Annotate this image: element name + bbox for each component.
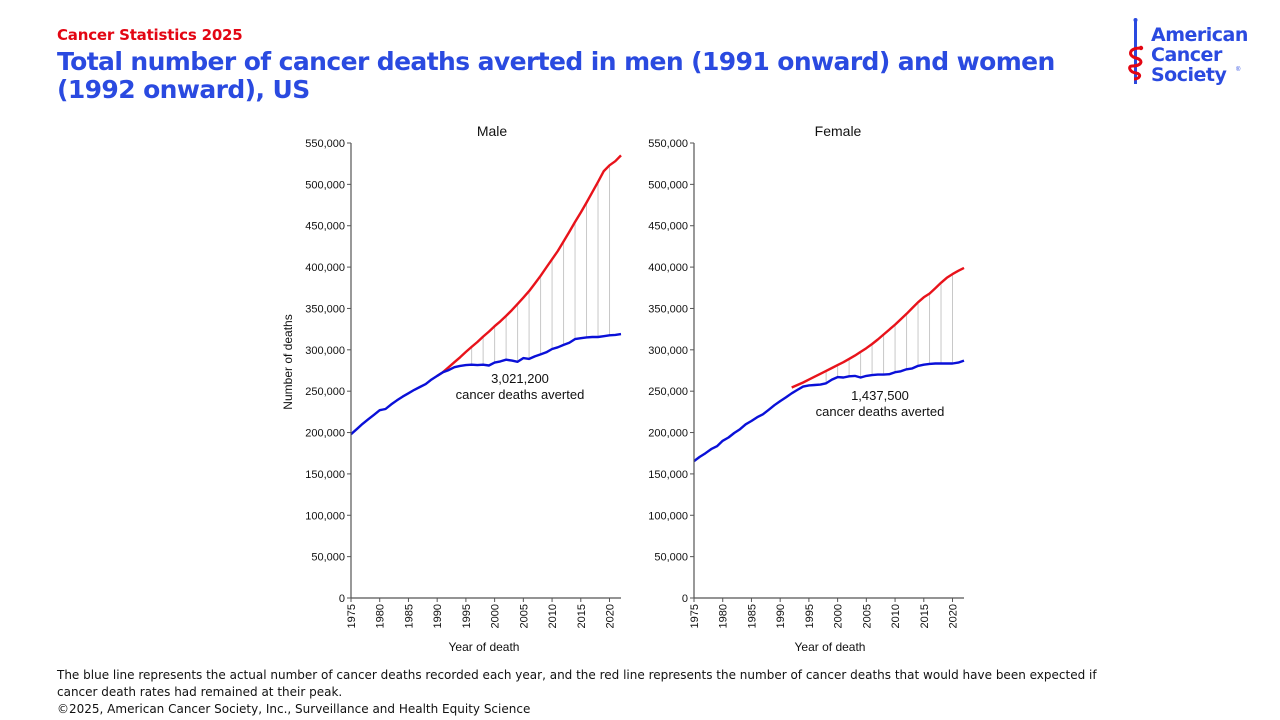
female-chart-title: Female [815, 123, 862, 139]
male-chart: Male 0 50,000 100,000 150,000 200,000 250,000… [281, 123, 622, 654]
logo-line-3: Society [1151, 64, 1227, 86]
female-x-tick-label: 2000 [833, 604, 845, 628]
logo-wordmark: American Cancer Society [1151, 25, 1248, 85]
male-y-tick-label: 250,000 [305, 386, 345, 398]
female-y-tick-label: 450,000 [648, 221, 688, 233]
male-x-tick-label: 2010 [547, 604, 559, 628]
male-chart-title: Male [477, 123, 508, 139]
male-expected-deaths-line [436, 154, 622, 377]
female-averted-value: 1,437,500 [851, 388, 909, 403]
female-y-tick-label: 50,000 [654, 552, 688, 564]
male-x-tick-label: 1995 [461, 604, 473, 628]
male-x-tick-label: 2000 [490, 604, 502, 628]
female-axes: 0 50,000 100,000 150,000 200,000 250,000 300,0… [648, 138, 964, 628]
male-x-tick-label: 1975 [346, 604, 358, 628]
female-droplines [825, 274, 954, 384]
male-y-tick-label: 150,000 [305, 469, 345, 481]
female-expected-deaths-line [791, 266, 965, 389]
male-averted-value: 3,021,200 [491, 371, 549, 386]
female-x-tick-label: 2020 [948, 604, 960, 628]
female-x-tick-label: 1990 [775, 604, 787, 628]
footer: The blue line represents the actual numb… [57, 667, 1127, 718]
female-x-tick-label: 1985 [746, 604, 758, 628]
female-y-tick-label: 500,000 [648, 179, 688, 191]
male-actual-deaths-line [350, 332, 622, 436]
female-y-tick-label: 250,000 [648, 386, 688, 398]
male-x-axis-label: Year of death [449, 640, 520, 654]
female-y-tick-label: 150,000 [648, 469, 688, 481]
female-x-tick-label: 1980 [718, 604, 730, 628]
footer-note: The blue line represents the actual numb… [57, 668, 1097, 699]
male-y-tick-label: 50,000 [311, 552, 345, 564]
female-x-tick-label: 2015 [919, 604, 931, 628]
male-x-tick-label: 2020 [605, 604, 617, 628]
female-y-tick-label: 300,000 [648, 345, 688, 357]
male-y-tick-label: 450,000 [305, 221, 345, 233]
female-y-tick-label: 350,000 [648, 303, 688, 315]
male-x-tick-label: 1980 [375, 604, 387, 628]
female-y-tick-label: 400,000 [648, 262, 688, 274]
male-x-tick-label: 2015 [576, 604, 588, 628]
male-y-tick-label: 100,000 [305, 510, 345, 522]
page-title: Total number of cancer deaths averted in… [57, 47, 1055, 104]
male-y-tick-label: 400,000 [305, 262, 345, 274]
female-y-tick-label: 550,000 [648, 138, 688, 150]
male-y-tick-label: 500,000 [305, 179, 345, 191]
female-y-tick-label: 100,000 [648, 510, 688, 522]
male-y-tick-label: 350,000 [305, 303, 345, 315]
male-x-tick-label: 1985 [403, 604, 415, 628]
female-series [693, 266, 965, 463]
male-x-tick-label: 1990 [432, 604, 444, 628]
female-y-tick-label: 200,000 [648, 428, 688, 440]
female-y-tick-label: 0 [682, 593, 688, 605]
report-eyebrow: Cancer Statistics 2025 [57, 26, 243, 44]
female-x-tick-label: 1975 [689, 604, 701, 628]
sword-snake-icon [1128, 18, 1144, 84]
male-axes: 0 50,000 100,000 150,000 200,000 250,000 300,0… [305, 138, 621, 628]
male-y-tick-label: 550,000 [305, 138, 345, 150]
female-x-tick-label: 1995 [804, 604, 816, 628]
male-droplines [471, 165, 611, 365]
logo-line-1: American [1151, 24, 1248, 46]
female-actual-deaths-line [693, 359, 965, 463]
male-y-tick-label: 300,000 [305, 345, 345, 357]
male-y-axis-label: Number of deaths [281, 314, 295, 409]
acs-logo: American Cancer Society ® [1126, 18, 1266, 92]
male-series [350, 154, 622, 436]
male-y-tick-label: 200,000 [305, 428, 345, 440]
female-x-tick-label: 2005 [861, 604, 873, 628]
female-x-axis-label: Year of death [795, 640, 866, 654]
female-x-tick-label: 2010 [890, 604, 902, 628]
male-averted-label: cancer deaths averted [456, 387, 585, 402]
footer-copyright: ©2025, American Cancer Society, Inc., Su… [57, 702, 531, 716]
charts-canvas: Male 0 50,000 100,000 150,000 200,000 250,000… [281, 123, 965, 654]
logo-line-2: Cancer [1151, 44, 1222, 66]
male-x-tick-label: 2005 [518, 604, 530, 628]
female-averted-label: cancer deaths averted [816, 404, 945, 419]
female-chart: Female 0 50,000 100,000 150,000 200,000 250,0… [648, 123, 965, 654]
registered-mark: ® [1236, 67, 1241, 73]
male-y-tick-label: 0 [339, 593, 345, 605]
